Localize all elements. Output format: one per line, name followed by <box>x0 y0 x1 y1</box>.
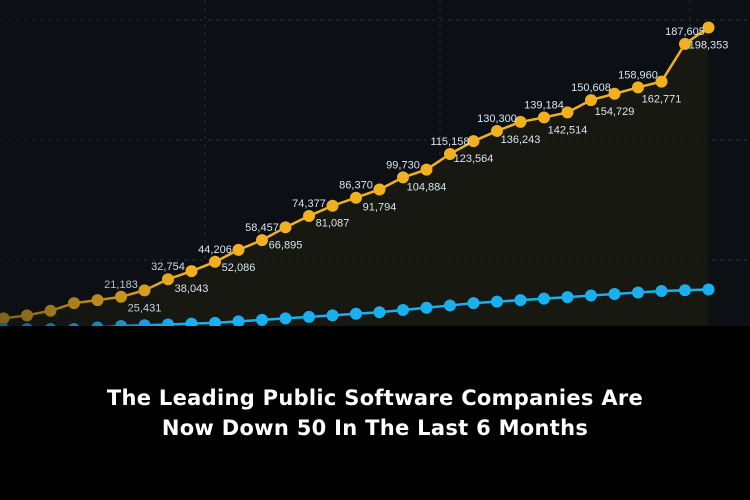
vignette <box>0 0 750 326</box>
title-line-1: The Leading Public Software Companies Ar… <box>106 386 644 410</box>
caption-band: The Leading Public Software Companies Ar… <box>0 326 750 500</box>
line-chart: 21,18325,43132,75438,04344,20652,08658,4… <box>0 0 750 326</box>
title-line-2: Now Down 50 In The Last 6 Months <box>161 416 589 440</box>
article-title: The Leading Public Software Companies Ar… <box>107 383 643 443</box>
